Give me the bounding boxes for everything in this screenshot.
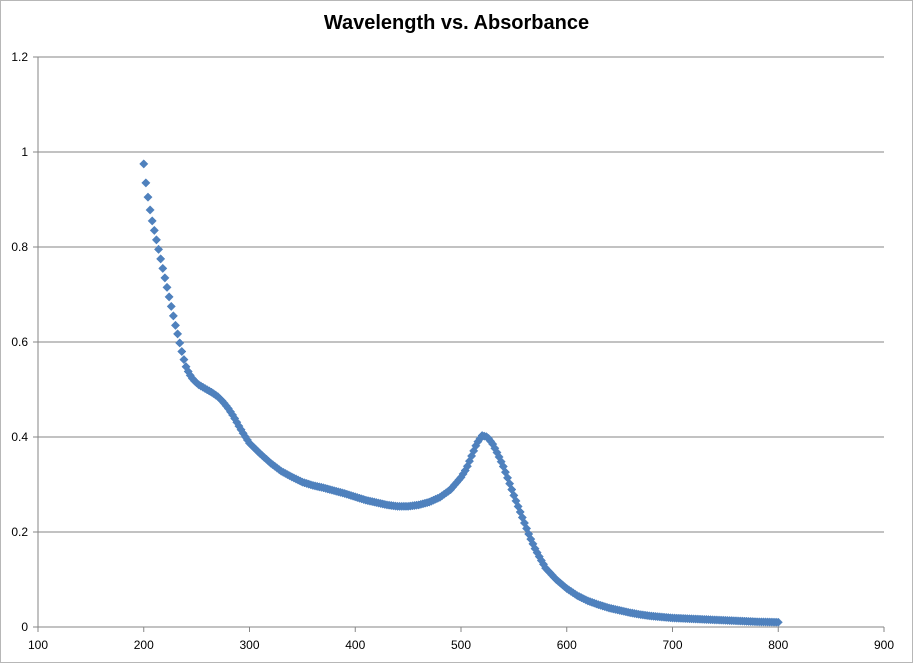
x-tick-label: 200 <box>134 638 154 652</box>
data-point <box>773 617 783 627</box>
data-point <box>162 282 172 292</box>
y-tick-label: 1 <box>21 145 28 159</box>
x-tick-label: 500 <box>451 638 471 652</box>
data-point <box>149 225 159 235</box>
data-point <box>158 263 168 273</box>
x-tick-label: 300 <box>239 638 259 652</box>
data-point <box>177 346 187 357</box>
x-tick-label: 600 <box>557 638 577 652</box>
data-point <box>139 159 149 169</box>
data-point <box>145 205 155 215</box>
data-point <box>168 311 178 321</box>
data-point <box>164 292 174 302</box>
x-tick-label: 800 <box>768 638 788 652</box>
data-point <box>170 320 181 330</box>
data-points <box>139 159 783 627</box>
x-tick-label: 100 <box>28 638 48 652</box>
y-tick-label: 0.4 <box>11 430 28 444</box>
data-point <box>179 355 189 365</box>
data-point <box>151 235 161 245</box>
axes <box>33 56 885 632</box>
y-tick-label: 0.6 <box>11 335 28 349</box>
y-tick-labels: 0 0.2 0.4 0.6 0.8 1 1.2 <box>11 50 28 634</box>
data-point <box>156 254 166 264</box>
x-tick-label: 700 <box>662 638 682 652</box>
data-point <box>147 216 157 226</box>
data-point <box>175 338 185 348</box>
x-tick-label: 900 <box>874 638 894 652</box>
y-tick-label: 1.2 <box>11 50 28 64</box>
data-point <box>154 244 164 254</box>
x-tick-label: 400 <box>345 638 365 652</box>
x-tick-labels: 100 200 300 400 500 600 700 800 900 <box>28 638 894 652</box>
gridlines <box>38 56 884 533</box>
data-point <box>143 192 153 202</box>
y-tick-label: 0.2 <box>11 525 28 539</box>
y-tick-label: 0 <box>21 620 28 634</box>
data-point <box>160 273 170 283</box>
data-point <box>141 178 151 188</box>
data-point <box>166 301 176 311</box>
chart-title: Wavelength vs. Absorbance <box>323 12 590 34</box>
data-point <box>173 329 183 339</box>
y-tick-label: 0.8 <box>11 240 28 254</box>
